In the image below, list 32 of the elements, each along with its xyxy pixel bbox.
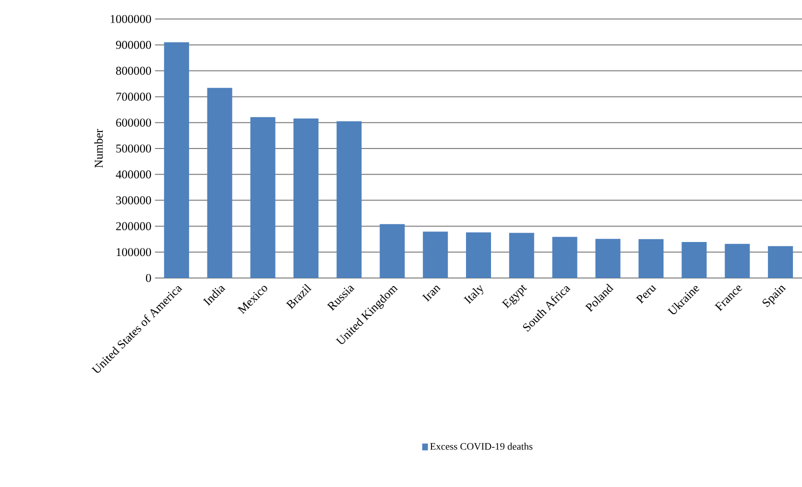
y-tick-label: 500000 xyxy=(116,144,152,153)
bar xyxy=(293,118,318,278)
y-tick-label: 300000 xyxy=(116,196,152,204)
bar xyxy=(207,88,232,278)
bar xyxy=(682,242,707,278)
bar xyxy=(164,42,190,278)
legend-label: Excess COVID-19 deaths xyxy=(430,442,532,450)
y-tick-label: 400000 xyxy=(116,170,152,178)
bar xyxy=(552,236,578,278)
bar xyxy=(638,239,664,278)
x-tick-label: Peru xyxy=(636,285,656,304)
bar xyxy=(422,232,448,278)
y-tick-label: 1000000 xyxy=(110,14,152,24)
bar xyxy=(509,232,534,278)
y-tick-label: 700000 xyxy=(116,92,152,101)
y-tick-label: 600000 xyxy=(116,118,152,127)
y-tick-label: 900000 xyxy=(116,40,152,49)
y-tick-label: 0 xyxy=(146,274,152,282)
y-tick-label: 100000 xyxy=(116,248,152,256)
y-tick-label: 800000 xyxy=(116,66,152,75)
x-tick-label: India xyxy=(202,286,226,306)
x-tick-label: Iran xyxy=(422,286,441,302)
bar xyxy=(380,224,405,278)
bar xyxy=(595,238,620,278)
bar xyxy=(466,232,492,278)
x-tick-label: Italy xyxy=(464,284,484,304)
y-tick-label: 200000 xyxy=(116,222,152,230)
bar xyxy=(250,117,276,278)
bar xyxy=(724,244,750,278)
bar xyxy=(768,246,793,278)
y-axis-title: Number xyxy=(94,129,103,168)
bar xyxy=(336,121,362,278)
